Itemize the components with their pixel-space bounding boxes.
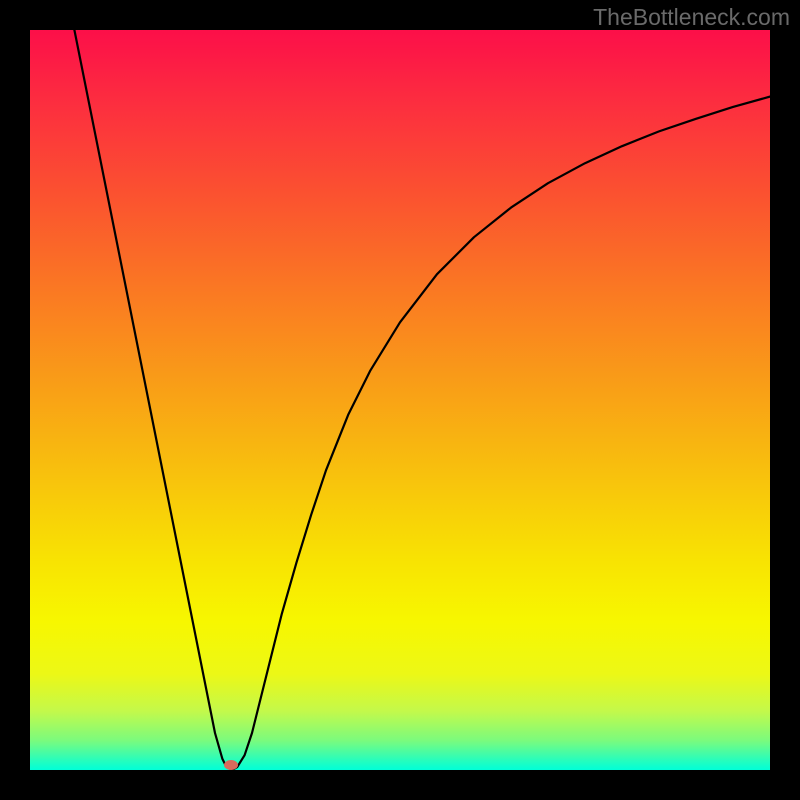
bottleneck-curve xyxy=(30,30,770,770)
optimal-point-marker xyxy=(224,760,238,770)
watermark-text: TheBottleneck.com xyxy=(593,4,790,31)
plot-area xyxy=(30,30,770,770)
chart-container: TheBottleneck.com xyxy=(0,0,800,800)
